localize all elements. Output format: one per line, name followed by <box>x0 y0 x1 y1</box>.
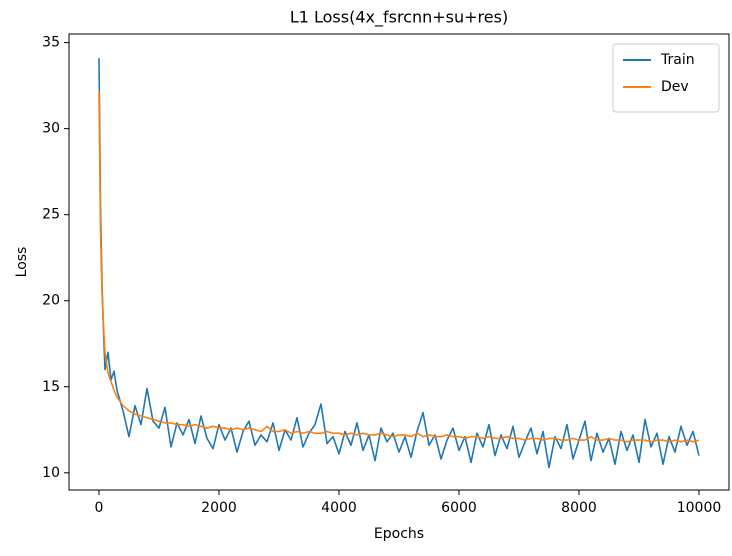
x-tick-label: 8000 <box>561 500 597 516</box>
y-tick-label: 30 <box>42 121 60 137</box>
x-tick-label: 6000 <box>441 500 477 516</box>
y-tick-label: 20 <box>42 293 60 309</box>
y-axis-label: Loss <box>14 247 30 278</box>
x-tick-label: 0 <box>95 500 104 516</box>
chart-title: L1 Loss(4x_fsrcnn+su+res) <box>290 8 508 28</box>
y-tick-label: 15 <box>42 379 60 395</box>
x-axis-label: Epochs <box>374 526 424 542</box>
plot-frame <box>68 33 730 491</box>
series-line <box>98 90 700 443</box>
y-tick-label: 25 <box>42 207 60 223</box>
legend-label: Dev <box>661 79 689 95</box>
y-tick-label: 10 <box>42 465 60 481</box>
y-tick-label: 35 <box>42 35 60 51</box>
legend-label: Train <box>660 52 695 68</box>
x-tick-label: 2000 <box>201 500 237 516</box>
x-tick-label: 10000 <box>677 500 722 516</box>
series-line <box>98 58 700 469</box>
x-tick-label: 4000 <box>321 500 357 516</box>
